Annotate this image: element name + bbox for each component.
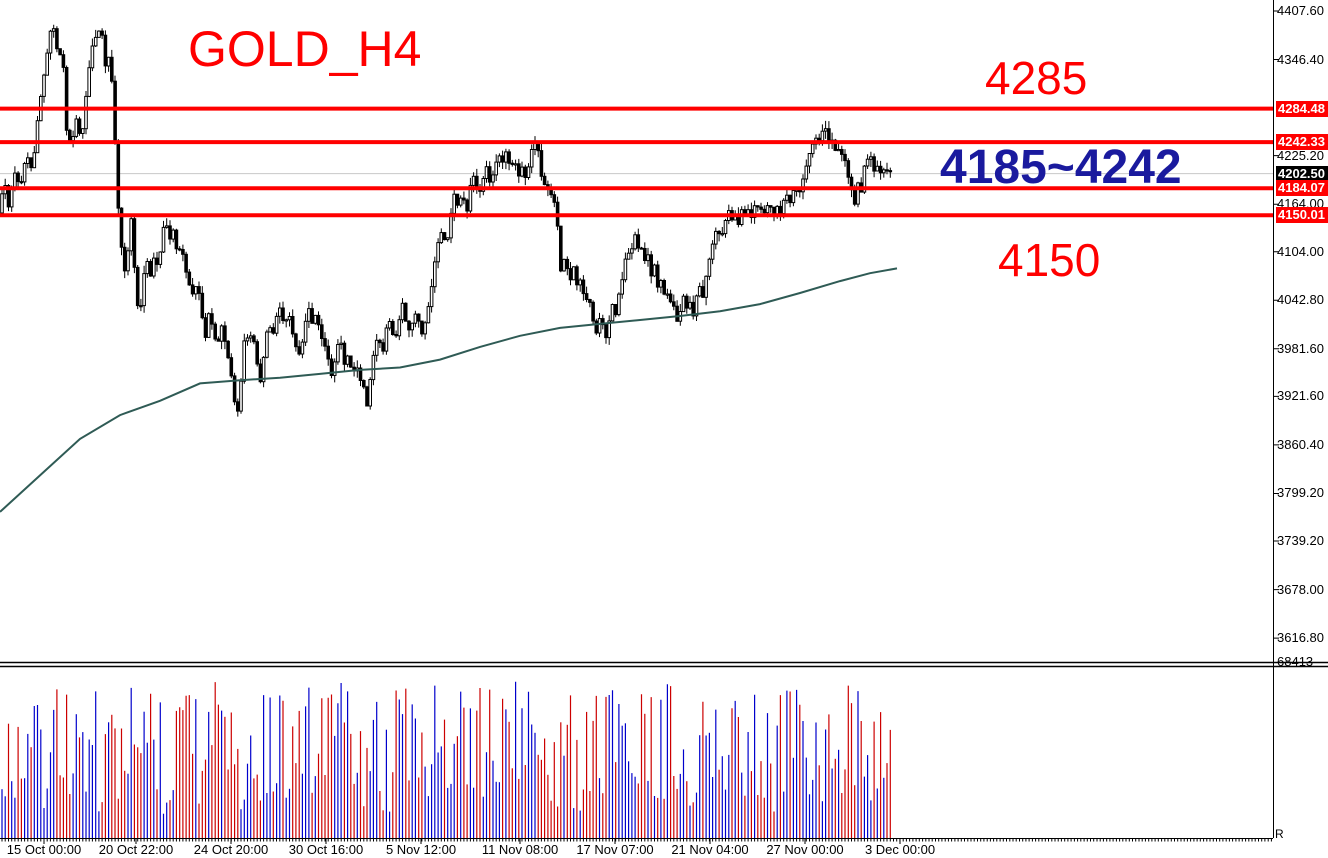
- price-tick-label: 3799.20: [1277, 485, 1324, 500]
- level-price-tag: 4242.33: [1276, 134, 1328, 150]
- time-tick-label: 11 Nov 08:00: [481, 842, 559, 857]
- price-tick-label: 3678.00: [1277, 582, 1324, 597]
- time-tick-label: 27 Nov 00:00: [766, 842, 844, 857]
- axis-corner-glyph: R: [1275, 827, 1284, 841]
- level-price-tag: 4284.48: [1276, 101, 1328, 117]
- chart-title[interactable]: GOLD_H4: [188, 21, 422, 77]
- price-tick-label: 4407.60: [1277, 3, 1324, 18]
- time-tick-label: 17 Nov 07:00: [576, 842, 654, 857]
- current-price-tag: 4202.50: [1276, 166, 1328, 182]
- level-price-tag: 4150.01: [1276, 207, 1328, 223]
- price-tick-label: 3981.60: [1277, 341, 1324, 356]
- bear-candles: [6, 28, 893, 412]
- level-price-tag: 4184.07: [1276, 180, 1328, 196]
- time-tick-label: 24 Oct 20:00: [193, 842, 269, 857]
- price-tick-label: 3860.40: [1277, 437, 1324, 452]
- price-tick-label: 3739.20: [1277, 533, 1324, 548]
- range-4185-4242-label[interactable]: 4185~4242: [940, 141, 1182, 194]
- volume-bars: [1, 681, 891, 838]
- time-tick-label: 20 Oct 22:00: [98, 842, 174, 857]
- time-minor-ticks: [1, 839, 1272, 842]
- time-tick-label: 21 Nov 04:00: [671, 842, 749, 857]
- moving-average-line[interactable]: [0, 267, 898, 513]
- time-major-ticks: [43, 839, 901, 844]
- price-tick-marks: [1273, 10, 1279, 639]
- price-tick-label: 4346.40: [1277, 52, 1324, 67]
- price-tick-label: 4104.00: [1277, 244, 1324, 259]
- support-4150-label[interactable]: 4150: [998, 234, 1101, 286]
- price-tick-label: 3616.80: [1277, 630, 1324, 645]
- volume-max-label: 68413: [1277, 654, 1314, 669]
- time-tick-label: 15 Oct 00:00: [6, 842, 82, 857]
- price-tick-label: 4225.20: [1277, 148, 1324, 163]
- time-tick-label: 3 Dec 00:00: [864, 842, 936, 857]
- bull-candles: [0, 28, 886, 412]
- time-tick-label: 5 Nov 12:00: [385, 842, 457, 857]
- price-tick-label: 4042.80: [1277, 292, 1324, 307]
- resistance-4285-label[interactable]: 4285: [985, 52, 1088, 104]
- time-tick-label: 30 Oct 16:00: [288, 842, 364, 857]
- price-tick-label: 3921.60: [1277, 388, 1324, 403]
